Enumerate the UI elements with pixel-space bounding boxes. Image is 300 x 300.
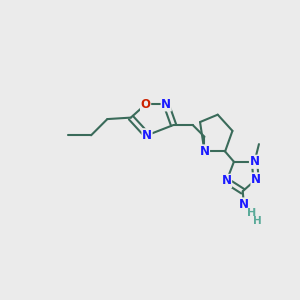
Text: N: N [200, 145, 209, 158]
Text: N: N [250, 155, 260, 168]
Text: O: O [141, 98, 151, 111]
Text: N: N [222, 174, 232, 188]
Text: N: N [142, 129, 152, 142]
Text: N: N [251, 173, 261, 186]
Text: H: H [247, 208, 256, 218]
Text: H: H [253, 216, 262, 226]
Text: N: N [239, 198, 249, 211]
Text: N: N [161, 98, 171, 111]
